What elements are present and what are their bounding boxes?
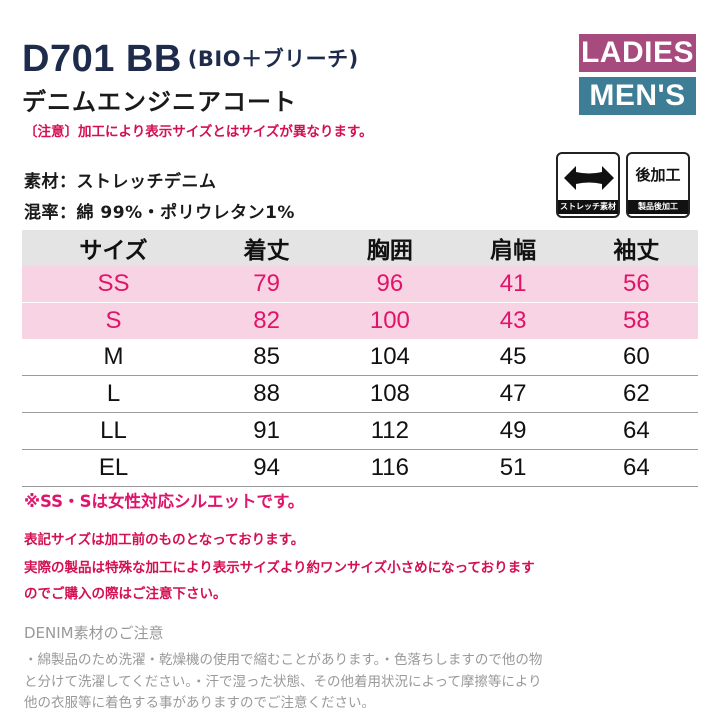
value-cell: 104 bbox=[328, 339, 452, 376]
mens-badge: MEN'S bbox=[579, 77, 696, 115]
value-cell: 100 bbox=[328, 302, 452, 339]
size-cell: SS bbox=[22, 266, 206, 303]
value-cell: 91 bbox=[205, 412, 329, 450]
table-row: EL 94 116 51 64 bbox=[22, 449, 698, 487]
blend-line: 混率：綿 99%・ポリウレタン1% bbox=[24, 203, 295, 223]
value-cell: 47 bbox=[451, 375, 575, 413]
denim-caution-line: ・綿製品のため洗濯・乾燥機の使用で縮むことがあります。・色落ちしますので他の物 bbox=[24, 652, 543, 668]
value-cell: 60 bbox=[574, 339, 698, 376]
post-process-icon: 後加工 製品後加工 bbox=[626, 152, 690, 218]
value-cell: 112 bbox=[328, 412, 452, 450]
header-size: サイズ bbox=[22, 230, 206, 266]
table-row: L 88 108 47 62 bbox=[22, 375, 698, 413]
value-cell: 51 bbox=[451, 449, 575, 487]
table-row: M 85 104 45 60 bbox=[22, 339, 698, 376]
value-cell: 79 bbox=[205, 266, 329, 303]
product-name: デニムエンジニアコート bbox=[22, 88, 297, 116]
size-notice-line: 表記サイズは加工前のものとなっております。 bbox=[24, 532, 305, 548]
value-cell: 94 bbox=[205, 449, 329, 487]
model-number: D701 BB bbox=[22, 38, 182, 80]
value-cell: 62 bbox=[574, 375, 698, 413]
denim-caution-line: 他の衣服等に着色する事がありますのでご注意ください。 bbox=[24, 695, 375, 711]
stretch-caption: ストレッチ素材 bbox=[558, 200, 618, 214]
value-cell: 43 bbox=[451, 302, 575, 339]
model-variant: (BIO＋ブリーチ) bbox=[187, 47, 359, 71]
denim-caution-title: DENIM素材のご注意 bbox=[24, 624, 164, 642]
stretch-icon: ストレッチ素材 bbox=[556, 152, 620, 218]
double-arrow-icon bbox=[564, 166, 614, 190]
table-row: S 82 100 43 58 bbox=[22, 302, 698, 339]
header-chest: 胸囲 bbox=[328, 230, 452, 266]
ladies-badge: LADIES bbox=[579, 34, 696, 72]
size-notice-line: のでご購入の際はご注意下さい。 bbox=[24, 586, 227, 602]
header-length: 着丈 bbox=[205, 230, 329, 266]
size-cell: EL bbox=[22, 449, 206, 487]
value-cell: 58 bbox=[574, 302, 698, 339]
size-warning: 〔注意〕加工により表示サイズとはサイズが異なります。 bbox=[24, 124, 373, 140]
product-title: D701 BB (BIO＋ブリーチ) bbox=[22, 38, 359, 81]
table-row: LL 91 112 49 64 bbox=[22, 412, 698, 450]
value-cell: 96 bbox=[328, 266, 452, 303]
post-process-caption: 製品後加工 bbox=[628, 200, 688, 214]
header-shoulder: 肩幅 bbox=[451, 230, 575, 266]
value-cell: 41 bbox=[451, 266, 575, 303]
value-cell: 88 bbox=[205, 375, 329, 413]
size-cell: LL bbox=[22, 412, 206, 450]
value-cell: 85 bbox=[205, 339, 329, 376]
value-cell: 64 bbox=[574, 412, 698, 450]
ladies-silhouette-note: ※SS・Sは女性対応シルエットです。 bbox=[24, 492, 305, 511]
value-cell: 64 bbox=[574, 449, 698, 487]
value-cell: 82 bbox=[205, 302, 329, 339]
value-cell: 56 bbox=[574, 266, 698, 303]
table-header-row: サイズ 着丈 胸囲 肩幅 袖丈 bbox=[22, 230, 698, 266]
size-cell: M bbox=[22, 339, 206, 376]
value-cell: 49 bbox=[451, 412, 575, 450]
denim-caution-line: と分けて洗濯してください。・汗で湿った状態、その他着用状況によって摩擦等により bbox=[24, 674, 542, 690]
value-cell: 108 bbox=[328, 375, 452, 413]
value-cell: 45 bbox=[451, 339, 575, 376]
size-cell: S bbox=[22, 302, 206, 339]
post-process-label: 後加工 bbox=[635, 166, 681, 184]
header-sleeve: 袖丈 bbox=[574, 230, 698, 266]
size-notice-line: 実際の製品は特殊な加工により表示サイズより約ワンサイズ小さめになっております bbox=[24, 560, 535, 576]
value-cell: 116 bbox=[328, 449, 452, 487]
size-table: サイズ 着丈 胸囲 肩幅 袖丈 SS 79 96 41 56 S 82 100 … bbox=[22, 230, 698, 487]
size-cell: L bbox=[22, 375, 206, 413]
table-row: SS 79 96 41 56 bbox=[22, 266, 698, 303]
material-line: 素材：ストレッチデニム bbox=[24, 172, 217, 192]
